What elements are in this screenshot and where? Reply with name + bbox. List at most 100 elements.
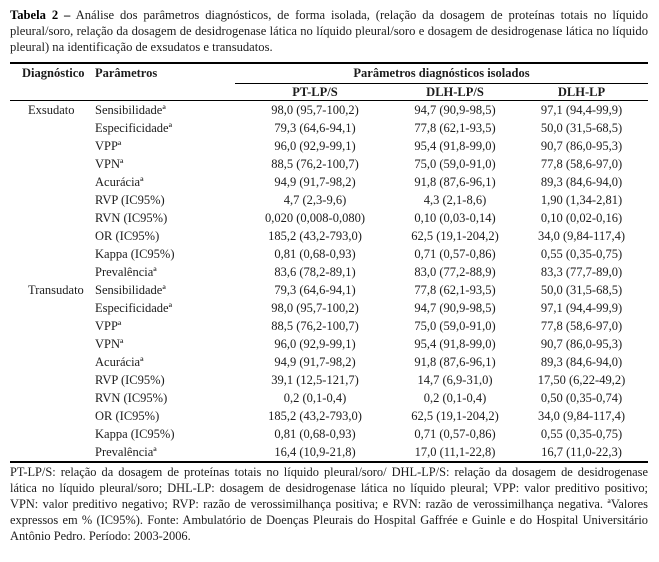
diagnosis-cell	[10, 371, 88, 389]
table-row: VPNª 96,0 (92,9-99,1) 95,4 (91,8-99,0) 9…	[10, 335, 648, 353]
value-cell-pt-lps: 0,81 (0,68-0,93)	[274, 426, 356, 441]
value-cell-dlh-lps: 0,2 (0,1-0,4)	[423, 390, 487, 405]
parameter-cell: OR (IC95%)	[95, 228, 160, 243]
parameter-cell: Sensibilidadeª	[95, 102, 166, 117]
table-row: Especificidadeª 98,0 (95,7-100,2) 94,7 (…	[10, 299, 648, 317]
table-row: Exsudato Sensibilidadeª 98,0 (95,7-100,2…	[10, 101, 648, 120]
value-cell-pt-lps: 98,0 (95,7-100,2)	[271, 300, 359, 315]
value-cell-dlh-lp: 90,7 (86,0-95,3)	[540, 138, 623, 153]
parameter-cell: Kappa (IC95%)	[95, 246, 175, 261]
value-cell-dlh-lps: 62,5 (19,1-204,2)	[411, 228, 499, 243]
diagnosis-cell	[10, 209, 88, 227]
diagnosis-cell	[10, 443, 88, 461]
diagnosis-cell: Transudato	[28, 282, 84, 297]
parameter-cell: OR (IC95%)	[95, 408, 160, 423]
diagnosis-cell	[10, 299, 88, 317]
value-cell-dlh-lps: 4,3 (2,1-8,6)	[423, 192, 487, 207]
table-row: Transudato Sensibilidadeª 79,3 (64,6-94,…	[10, 281, 648, 299]
value-cell-dlh-lps: 95,4 (91,8-99,0)	[414, 336, 496, 351]
value-cell-pt-lps: 94,9 (91,7-98,2)	[274, 354, 356, 369]
table-footnote: PT-LP/S: relação da dosagem de proteínas…	[10, 461, 648, 545]
parameter-cell: RVN (IC95%)	[95, 210, 168, 225]
table-row: RVN (IC95%) 0,020 (0,008-0,080) 0,10 (0,…	[10, 209, 648, 227]
table-row: VPPª 88,5 (76,2-100,7) 75,0 (59,0-91,0) …	[10, 317, 648, 335]
value-cell-dlh-lp: 77,8 (58,6-97,0)	[540, 318, 623, 333]
header-row-2: PT-LP/S DLH-LP/S DLH-LP	[10, 83, 649, 102]
diagnosis-cell	[10, 317, 88, 335]
parameter-cell: Kappa (IC95%)	[95, 426, 175, 441]
diagnosis-cell	[10, 353, 88, 371]
table-row: RVP (IC95%) 4,7 (2,3-9,6) 4,3 (2,1-8,6) …	[10, 191, 648, 209]
value-cell-pt-lps: 88,5 (76,2-100,7)	[271, 156, 359, 171]
value-cell-pt-lps: 0,81 (0,68-0,93)	[274, 246, 356, 261]
value-cell-pt-lps: 96,0 (92,9-99,1)	[274, 336, 356, 351]
value-cell-dlh-lps: 62,5 (19,1-204,2)	[411, 408, 499, 423]
value-cell-pt-lps: 4,7 (2,3-9,6)	[283, 192, 347, 207]
table-row: Prevalênciaª 16,4 (10,9-21,8) 17,0 (11,1…	[10, 443, 648, 461]
value-cell-pt-lps: 94,9 (91,7-98,2)	[274, 174, 356, 189]
parameter-cell: Acuráciaª	[95, 354, 144, 369]
value-cell-dlh-lps: 0,71 (0,57-0,86)	[414, 426, 496, 441]
value-cell-dlh-lp: 34,0 (9,84-117,4)	[537, 228, 626, 243]
table-row: RVP (IC95%) 39,1 (12,5-121,7) 14,7 (6,9-…	[10, 371, 648, 389]
table-row: Acuráciaª 94,9 (91,7-98,2) 91,8 (87,6-96…	[10, 353, 648, 371]
value-cell-pt-lps: 16,4 (10,9-21,8)	[274, 444, 356, 459]
value-cell-dlh-lp: 34,0 (9,84-117,4)	[537, 408, 626, 423]
diagnosis-cell	[10, 191, 88, 209]
diagnostic-parameters-table: Diagnóstico Parâmetros Parâmetros diagnó…	[10, 62, 649, 461]
diagnosis-cell	[10, 425, 88, 443]
table-row: Kappa (IC95%) 0,81 (0,68-0,93) 0,71 (0,5…	[10, 425, 648, 443]
diagnosis-cell	[10, 137, 88, 155]
value-cell-dlh-lp: 50,0 (31,5-68,5)	[540, 120, 623, 135]
value-cell-pt-lps: 0,2 (0,1-0,4)	[283, 390, 347, 405]
parameter-cell: VPPª	[95, 318, 122, 333]
table-row: OR (IC95%) 185,2 (43,2-793,0) 62,5 (19,1…	[10, 227, 648, 245]
table-row: Kappa (IC95%) 0,81 (0,68-0,93) 0,71 (0,5…	[10, 245, 648, 263]
parameter-cell: VPNª	[95, 336, 124, 351]
parameter-cell: Sensibilidadeª	[95, 282, 166, 297]
value-cell-dlh-lp: 17,50 (6,22-49,2)	[537, 372, 626, 387]
parameter-cell: Acuráciaª	[95, 174, 144, 189]
table-row: Especificidadeª 79,3 (64,6-94,1) 77,8 (6…	[10, 119, 648, 137]
header-row-1: Diagnóstico Parâmetros Parâmetros diagnó…	[10, 63, 649, 102]
value-cell-pt-lps: 0,020 (0,008-0,080)	[265, 210, 365, 225]
table-caption-text: Análise dos parâmetros diagnósticos, de …	[10, 8, 648, 54]
parameter-cell: Especificidadeª	[95, 300, 173, 315]
diagnosis-cell	[10, 227, 88, 245]
diagnosis-cell	[10, 155, 88, 173]
parameter-cell: Especificidadeª	[95, 120, 173, 135]
column-header-dlh-lps: DLH-LP/S	[395, 83, 515, 102]
value-cell-dlh-lp: 89,3 (84,6-94,0)	[540, 174, 623, 189]
parameter-cell: RVP (IC95%)	[95, 372, 165, 387]
table-caption-label: Tabela 2 –	[10, 8, 71, 22]
value-cell-dlh-lp: 0,50 (0,35-0,74)	[540, 390, 623, 405]
value-cell-dlh-lps: 91,8 (87,6-96,1)	[414, 174, 496, 189]
value-cell-dlh-lps: 94,7 (90,9-98,5)	[414, 102, 496, 117]
diagnosis-cell	[10, 245, 88, 263]
value-cell-pt-lps: 79,3 (64,6-94,1)	[274, 282, 356, 297]
value-cell-pt-lps: 88,5 (76,2-100,7)	[271, 318, 359, 333]
value-cell-dlh-lp: 77,8 (58,6-97,0)	[540, 156, 623, 171]
diagnosis-cell	[10, 173, 88, 191]
value-cell-dlh-lps: 77,8 (62,1-93,5)	[414, 282, 496, 297]
diagnosis-cell	[10, 407, 88, 425]
value-cell-dlh-lp: 1,90 (1,34-2,81)	[540, 192, 623, 207]
table-row: Acuráciaª 94,9 (91,7-98,2) 91,8 (87,6-96…	[10, 173, 648, 191]
value-cell-dlh-lps: 91,8 (87,6-96,1)	[414, 354, 496, 369]
value-cell-dlh-lps: 77,8 (62,1-93,5)	[414, 120, 496, 135]
value-cell-dlh-lps: 94,7 (90,9-98,5)	[414, 300, 496, 315]
value-cell-dlh-lp: 50,0 (31,5-68,5)	[540, 282, 623, 297]
value-cell-dlh-lps: 0,71 (0,57-0,86)	[414, 246, 496, 261]
column-header-diagnostico: Diagnóstico	[10, 63, 88, 102]
value-cell-pt-lps: 96,0 (92,9-99,1)	[274, 138, 356, 153]
table-row: RVN (IC95%) 0,2 (0,1-0,4) 0,2 (0,1-0,4) …	[10, 389, 648, 407]
column-header-parametros: Parâmetros	[88, 63, 235, 102]
value-cell-pt-lps: 185,2 (43,2-793,0)	[268, 228, 362, 243]
value-cell-dlh-lp: 97,1 (94,4-99,9)	[540, 300, 623, 315]
column-header-dlh-lp: DLH-LP	[515, 83, 649, 102]
value-cell-pt-lps: 185,2 (43,2-793,0)	[268, 408, 362, 423]
value-cell-dlh-lps: 14,7 (6,9-31,0)	[417, 372, 493, 387]
value-cell-pt-lps: 98,0 (95,7-100,2)	[271, 102, 359, 117]
column-group-header: Parâmetros diagnósticos isolados	[235, 63, 649, 85]
